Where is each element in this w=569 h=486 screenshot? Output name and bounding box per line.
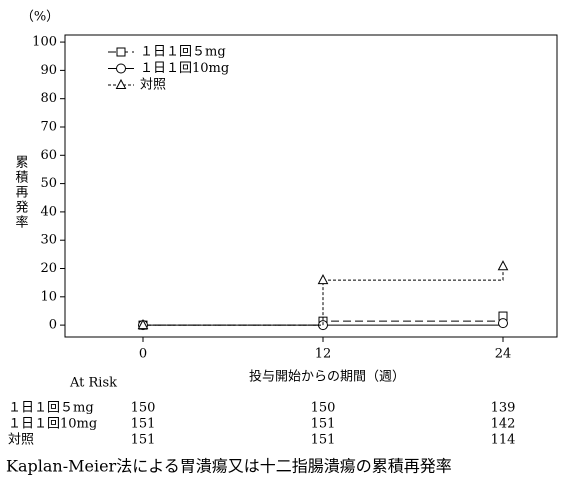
at-risk-count: 150 [311,401,336,416]
at-risk-label: At Risk [69,376,117,391]
at-risk-count: 142 [491,417,516,432]
y-tick-label: 10 [40,289,57,304]
x-tick-label: 24 [495,347,512,362]
y-tick-label: 0 [49,318,57,333]
at-risk-row-label: 対照 [8,433,34,448]
x-axis-label: 投与開始からの期間（週） [249,369,405,385]
data-point [137,319,149,330]
at-risk-count: 139 [491,401,516,416]
at-risk-count: 151 [311,417,336,432]
at-risk-count: 151 [131,417,156,432]
x-tick-label: 12 [315,347,332,362]
at-risk-row-label: １日１回５mg [8,401,94,416]
x-tick-label: 0 [139,347,147,362]
legend-marker [115,78,127,89]
at-risk-row-label: １日１回10mg [8,417,97,432]
chart-title: Kaplan-Meier法による胃潰瘍又は十二指腸潰瘍の累積再発率 [6,457,452,476]
y-unit: （%） [21,10,59,25]
y-tick-label: 50 [40,176,57,191]
at-risk-count: 114 [491,433,516,448]
y-tick-label: 40 [40,204,57,219]
legend-label: １日１回10mg [140,61,229,76]
y-tick-label: 20 [40,261,57,276]
y-tick-label: 80 [40,91,57,106]
at-risk-count: 151 [311,433,336,448]
legend-marker [116,63,126,74]
data-point [498,318,508,329]
at-risk-count: 150 [131,401,156,416]
data-point [317,274,329,285]
y-axis-label: 累積再発率 [13,155,29,230]
y-tick-label: 30 [40,233,57,248]
legend-label: １日１回５mg [140,45,226,60]
plot-frame [64,34,558,338]
y-tick-label: 70 [40,119,57,134]
at-risk-count: 151 [131,433,156,448]
legend-marker [116,47,126,57]
y-tick-label: 60 [40,148,57,163]
legend-label: 対照 [140,78,166,93]
data-point [497,260,509,271]
y-tick-label: 90 [40,63,57,78]
y-tick-label: 100 [32,35,57,50]
